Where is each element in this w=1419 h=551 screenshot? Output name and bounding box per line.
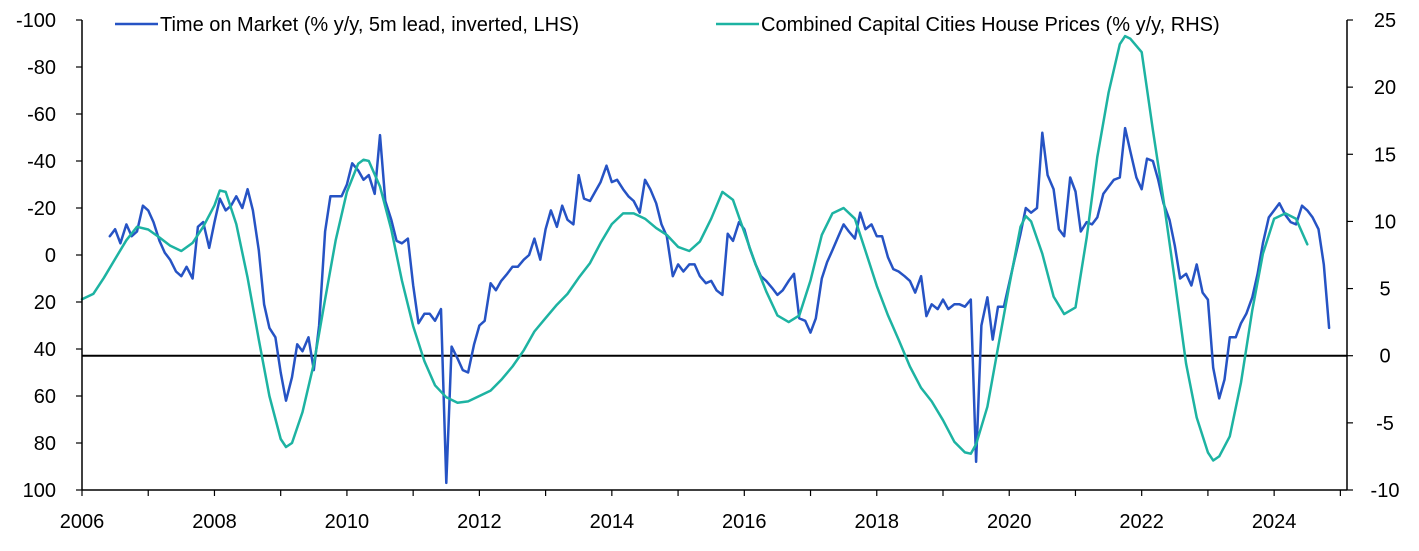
x-tick-label: 2006	[60, 511, 105, 533]
left-tick-label: -80	[27, 57, 56, 79]
right-tick-label: 5	[1379, 279, 1390, 301]
x-tick-label: 2018	[855, 511, 900, 533]
series-line-house-prices	[80, 34, 1309, 462]
right-tick-label: -10	[1371, 480, 1400, 502]
left-tick-label: 80	[34, 433, 56, 455]
series-group	[80, 34, 1331, 485]
left-tick-label: -100	[16, 10, 56, 32]
right-tick-label: 25	[1374, 10, 1396, 32]
right-tick-label: 15	[1374, 144, 1396, 166]
x-tick-label: 2022	[1119, 511, 1164, 533]
series-line-time-on-market	[108, 126, 1331, 485]
left-tick-label: 100	[23, 480, 56, 502]
left-tick-label: 0	[45, 245, 56, 267]
x-tick-label: 2012	[457, 511, 502, 533]
right-tick-label: 0	[1379, 346, 1390, 368]
x-tick-label: 2020	[987, 511, 1032, 533]
legend-label-time-on-market: Time on Market (% y/y, 5m lead, inverted…	[160, 14, 579, 36]
x-tick-label: 2016	[722, 511, 767, 533]
left-tick-label: -60	[27, 104, 56, 126]
right-tick-label: 20	[1374, 77, 1396, 99]
left-tick-label: 20	[34, 292, 56, 314]
left-tick-label: 60	[34, 386, 56, 408]
left-tick-label: 40	[34, 339, 56, 361]
x-tick-label: 2024	[1252, 511, 1297, 533]
left-tick-label: -20	[27, 198, 56, 220]
right-tick-label: -5	[1376, 413, 1394, 435]
x-tick-label: 2008	[192, 511, 237, 533]
right-tick-label: 10	[1374, 211, 1396, 233]
axes-group: -100 -80 -60 -40 -20 0 20 40 60 80 100 -10 -5 0 5 10 15 2…	[16, 10, 1399, 533]
x-tick-label: 2010	[325, 511, 370, 533]
legend: Time on Market (% y/y, 5m lead, inverted…	[115, 14, 1220, 36]
x-tick-label: 2014	[590, 511, 635, 533]
left-tick-label: -40	[27, 151, 56, 173]
legend-label-house-prices: Combined Capital Cities House Prices (% …	[761, 14, 1220, 36]
